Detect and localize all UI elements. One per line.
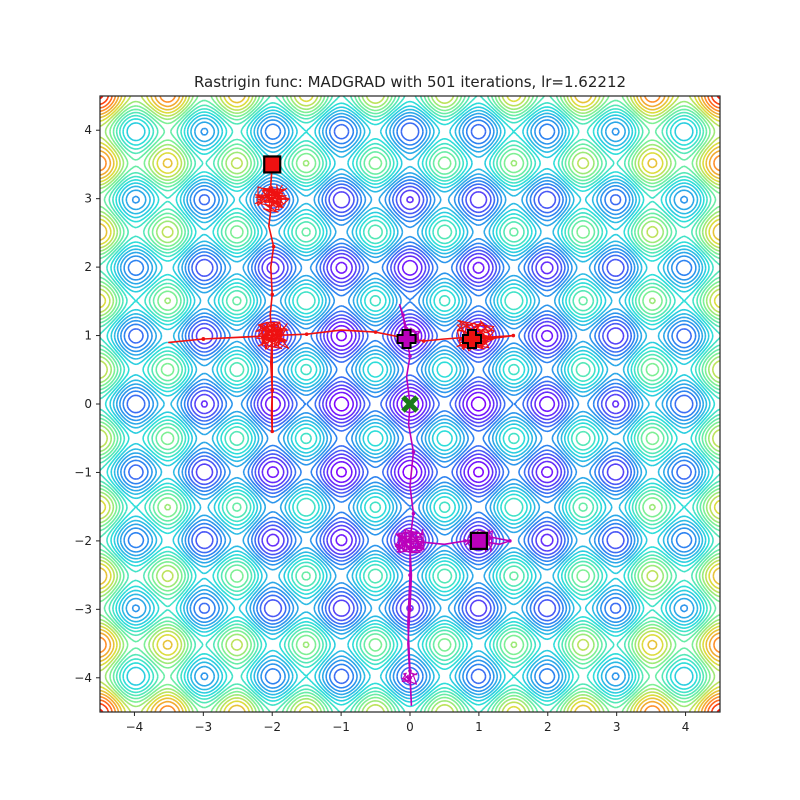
markers [263, 155, 488, 550]
contour-line [190, 185, 630, 623]
trajectory-point [373, 330, 378, 334]
x-tick-label: 4 [682, 720, 690, 734]
trajectory-point [411, 511, 416, 516]
start-marker [469, 531, 488, 550]
contour-line [100, 96, 720, 712]
contour-line [200, 195, 620, 613]
contour-line [100, 96, 720, 712]
start-marker [263, 155, 282, 174]
trajectory-point [508, 539, 512, 543]
x-tick-label: 2 [544, 720, 552, 734]
contour-line [100, 96, 720, 712]
trajectory-point [270, 429, 275, 434]
contour-line [126, 122, 694, 686]
contour-line [100, 96, 720, 712]
contour-line [104, 100, 716, 708]
trajectory-point [511, 333, 516, 338]
contour-line [115, 111, 705, 697]
y-tick-label: 1 [84, 329, 92, 343]
trajectory-cluster [255, 321, 290, 350]
trajectory-line [395, 304, 511, 706]
x-axis-ticks: −4 −3 −2 −1 0 1 2 3 4 [126, 712, 690, 734]
contour-line [100, 96, 720, 712]
trajectory-point [421, 339, 426, 343]
trajectory-point [271, 244, 276, 249]
end-marker [462, 328, 482, 349]
y-tick-label: 3 [84, 192, 92, 206]
y-tick-label: 2 [84, 260, 92, 274]
contour-line [112, 108, 708, 700]
trajectory-cluster [394, 528, 425, 554]
trajectory-point [270, 333, 275, 338]
contour-line [122, 118, 698, 690]
y-tick-label: 0 [84, 397, 92, 411]
contour-line [100, 96, 720, 712]
trajectory-point [270, 196, 275, 201]
trajectory-point [401, 313, 405, 317]
trajectory-point [408, 669, 412, 673]
y-tick-label: 4 [84, 123, 92, 137]
y-tick-label: −2 [74, 534, 92, 548]
trajectory-point [463, 539, 467, 543]
trajectory-point [408, 607, 412, 612]
x-tick-label: −4 [126, 720, 144, 734]
global-minimum-marker [401, 395, 419, 413]
trajectory-point [270, 292, 275, 297]
y-tick-label: −4 [74, 671, 92, 685]
x-tick-label: −2 [263, 720, 281, 734]
optimizer-trajectory [394, 304, 512, 706]
trajectory-point [408, 354, 412, 358]
trajectory-point [201, 337, 206, 341]
y-axis-ticks: −4 −3 −2 −1 0 1 2 3 4 [74, 123, 100, 685]
contour-line [100, 96, 720, 712]
trajectory-cluster [456, 319, 496, 352]
x-tick-label: 1 [475, 720, 483, 734]
x-tick-label: −3 [194, 720, 212, 734]
trajectory-point [408, 675, 412, 680]
contour-line [119, 114, 701, 694]
contour-line [109, 105, 711, 703]
y-tick-label: −3 [74, 602, 92, 616]
trajectory-point [411, 450, 416, 454]
contour-line [100, 96, 720, 712]
trajectory-point [408, 573, 412, 577]
optimizer-trajectory [168, 162, 516, 434]
y-tick-label: −1 [74, 465, 92, 479]
contour-line [100, 96, 720, 712]
trajectory-point [270, 388, 275, 393]
trajectory-line [168, 164, 515, 433]
x-tick-label: 3 [613, 720, 621, 734]
x-tick-label: 0 [406, 720, 414, 734]
optimizer-paths [168, 162, 516, 706]
trajectory-point [304, 332, 309, 336]
trajectory-point [408, 545, 412, 550]
chart-title: Rastrigin func: MADGRAD with 501 iterati… [194, 73, 626, 91]
end-marker [396, 328, 417, 349]
contour-line [100, 96, 720, 712]
contour-line [100, 96, 720, 712]
x-tick-label: −1 [332, 720, 350, 734]
trajectory-point [408, 539, 412, 543]
contour-line [100, 96, 720, 712]
